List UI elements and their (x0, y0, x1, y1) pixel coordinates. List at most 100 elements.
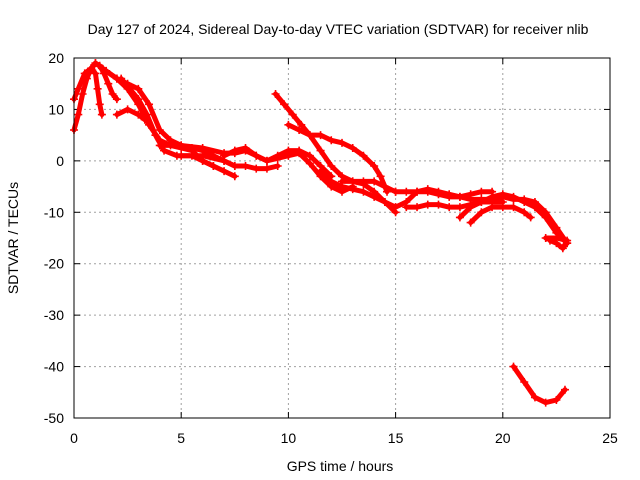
data-point (305, 151, 314, 160)
y-tick-label: -10 (44, 204, 64, 220)
data-point (209, 162, 218, 170)
data-point (125, 84, 134, 93)
data-point (305, 159, 314, 168)
series-track (114, 106, 148, 123)
data-point (295, 126, 304, 134)
data-point (402, 203, 411, 212)
y-axis-label: SDTVAR / TECUs (5, 182, 21, 294)
data-point (155, 126, 164, 134)
data-point (530, 393, 539, 402)
data-point (97, 64, 106, 73)
data-point (104, 79, 113, 88)
data-point (95, 100, 104, 109)
data-point (262, 164, 271, 173)
x-axis-label: GPS time / hours (287, 458, 394, 474)
data-point (488, 198, 497, 206)
data-point (455, 192, 464, 201)
series-pass-19 (509, 362, 569, 407)
data-point (558, 244, 567, 253)
data-point (413, 187, 422, 196)
data-point (509, 362, 518, 371)
data-point (316, 131, 325, 140)
data-point (348, 185, 357, 194)
data-point (498, 198, 507, 206)
data-point (284, 120, 293, 129)
data-point (541, 398, 550, 407)
data-point (348, 177, 357, 186)
data-point (91, 69, 100, 78)
data-point (498, 190, 507, 199)
data-point (97, 110, 106, 119)
data-point (466, 203, 475, 212)
y-tick-label: -50 (44, 410, 64, 426)
data-point (78, 90, 87, 98)
data-point (376, 172, 385, 181)
data-point (434, 190, 443, 199)
data-point (74, 110, 83, 119)
series-track (403, 191, 570, 246)
data-point (262, 156, 271, 165)
data-point (383, 187, 392, 196)
data-point (93, 84, 102, 93)
data-point (477, 208, 486, 217)
data-point (241, 144, 250, 152)
data-point (151, 131, 160, 140)
x-tick-label: 25 (602, 430, 618, 446)
data-point (520, 378, 529, 386)
data-point (134, 84, 143, 93)
data-point (520, 208, 529, 217)
data-point (280, 100, 289, 109)
series-pass-9 (220, 144, 336, 181)
data-marks (70, 59, 572, 407)
data-point (305, 131, 314, 140)
data-point (423, 187, 432, 196)
y-tick-label: 20 (48, 50, 64, 66)
data-point (370, 162, 379, 170)
x-tick-label: 15 (388, 430, 404, 446)
data-point (220, 167, 229, 176)
data-point (402, 187, 411, 196)
x-tick-label: 10 (281, 430, 297, 446)
data-point (230, 146, 239, 155)
data-point (509, 192, 518, 201)
data-point (241, 162, 250, 170)
data-point (380, 198, 389, 206)
data-point (297, 120, 306, 129)
series-pass-2 (70, 64, 106, 119)
data-point (288, 110, 297, 119)
data-point (563, 236, 572, 245)
series-track (468, 204, 534, 226)
data-point (142, 110, 151, 119)
data-point (413, 203, 422, 212)
y-tick-label: -40 (44, 359, 64, 375)
data-point (370, 192, 379, 201)
data-point (545, 236, 554, 245)
data-point (477, 187, 486, 196)
data-point (112, 110, 121, 119)
data-point (370, 177, 379, 186)
data-point (359, 180, 368, 188)
data-point (220, 151, 229, 160)
data-point (423, 200, 432, 209)
data-point (445, 192, 454, 201)
data-point (271, 90, 280, 98)
data-point (145, 100, 154, 109)
data-point (91, 59, 100, 68)
series-pass-18 (541, 234, 572, 253)
data-point (348, 144, 357, 152)
data-point (273, 162, 282, 170)
data-point (198, 144, 207, 152)
data-point (520, 198, 529, 206)
y-tick-label: -30 (44, 307, 64, 323)
y-tick-label: 10 (48, 101, 64, 117)
data-point (359, 151, 368, 160)
data-point (252, 151, 261, 160)
data-point (477, 198, 486, 206)
data-point (198, 151, 207, 160)
data-point (445, 203, 454, 212)
series-pass-16 (466, 203, 535, 227)
data-point (434, 200, 443, 209)
data-point (327, 177, 336, 186)
y-tick-label: -20 (44, 256, 64, 272)
